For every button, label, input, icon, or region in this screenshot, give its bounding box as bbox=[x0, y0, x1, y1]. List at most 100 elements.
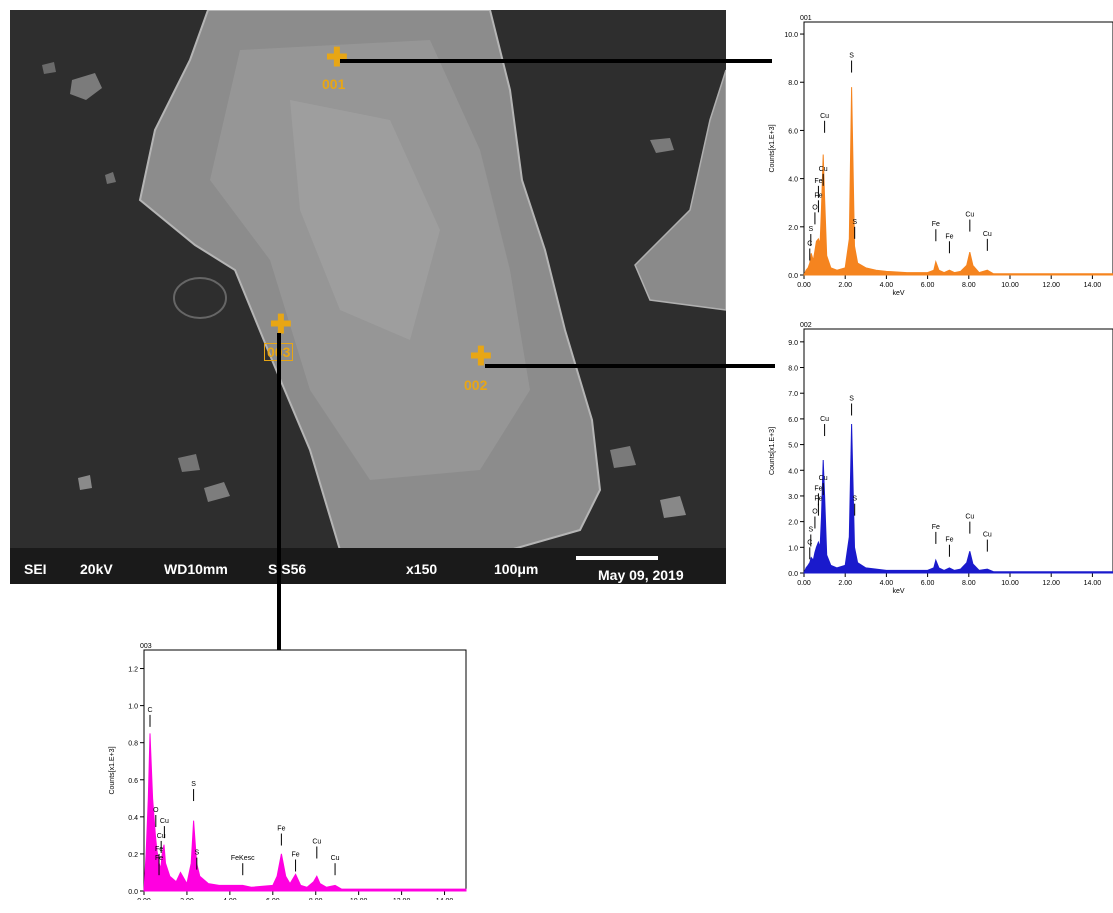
peak-label: Fe bbox=[277, 826, 285, 833]
y-tick-label: 3.0 bbox=[788, 494, 798, 501]
connector-002 bbox=[485, 364, 775, 368]
y-tick-label: 0.2 bbox=[128, 852, 138, 859]
y-tick-label: 0.8 bbox=[128, 741, 138, 748]
peak-label: Fe bbox=[945, 537, 953, 544]
y-tick-label: 1.0 bbox=[128, 704, 138, 711]
y-tick-label: 9.0 bbox=[788, 340, 798, 347]
peak-label: O bbox=[812, 204, 818, 211]
debris bbox=[650, 138, 674, 153]
spectrum-001: 001 0.0 2.0 4.0 6.0 8.0 10.0 0.00 2.00 4.00 6.00 8.… bbox=[758, 10, 1113, 300]
peak-label: Fe bbox=[945, 233, 953, 240]
x-tick-label: 0.00 bbox=[137, 898, 151, 900]
plot-frame bbox=[143, 649, 467, 892]
y-tick-label: 8.0 bbox=[788, 366, 798, 373]
x-tick-label: 6.00 bbox=[921, 580, 935, 587]
peak-label: Cu bbox=[965, 212, 974, 219]
crosshair-icon: ✚ bbox=[470, 341, 492, 371]
spectrum-title: 003 bbox=[140, 643, 152, 650]
x-tick-label: 4.00 bbox=[880, 580, 894, 587]
x-axis-label: keV bbox=[892, 290, 904, 297]
peak-label: S bbox=[194, 850, 199, 857]
peak-label: Fe bbox=[932, 221, 940, 228]
y-tick-label: 4.0 bbox=[788, 468, 798, 475]
spectrum-title: 002 bbox=[800, 322, 812, 329]
x-tick-label: 6.00 bbox=[921, 282, 935, 289]
x-axis-label: keV bbox=[892, 588, 904, 595]
peak-label: C bbox=[807, 240, 812, 247]
sem-image bbox=[10, 10, 726, 550]
x-tick-label: 12.00 bbox=[1042, 282, 1060, 289]
peak-label: Fe bbox=[155, 846, 163, 853]
x-tick-label: 14.00 bbox=[1084, 580, 1102, 587]
spectrum-title: 001 bbox=[800, 15, 812, 22]
peak-label: Cu bbox=[819, 166, 828, 173]
y-tick-label: 1.2 bbox=[128, 667, 138, 674]
y-tick-label: 8.0 bbox=[788, 80, 798, 87]
peak-label: C bbox=[807, 539, 812, 546]
sem-magnification: x150 bbox=[406, 561, 438, 577]
x-tick-label: 14.00 bbox=[436, 898, 454, 900]
crosshair-icon: ✚ bbox=[270, 309, 292, 339]
y-tick-label: 0.6 bbox=[128, 778, 138, 785]
x-tick-label: 8.00 bbox=[309, 898, 323, 900]
spectrum-003: 003 0.0 0.2 0.4 0.6 0.8 1.0 1.2 0.00 2.00 4.00 6.00… bbox=[102, 640, 468, 900]
spectrum-series bbox=[143, 733, 467, 892]
x-tick-label: 10.00 bbox=[350, 898, 368, 900]
x-tick-label: 6.00 bbox=[266, 898, 280, 900]
peak-label: Cu bbox=[312, 839, 321, 846]
y-axis-label: Counts[x1.E+3] bbox=[769, 427, 776, 475]
peak-label: S bbox=[808, 226, 813, 233]
peak-label: Cu bbox=[983, 532, 992, 539]
spectrum-series bbox=[803, 87, 1113, 276]
x-tick-label: 4.00 bbox=[223, 898, 237, 900]
crosshair-icon: ✚ bbox=[326, 42, 348, 72]
peak-label: FeKesc bbox=[231, 855, 255, 862]
sem-scale-label: 100μm bbox=[494, 561, 539, 577]
x-tick-label: 4.00 bbox=[880, 282, 894, 289]
x-tick-label: 10.00 bbox=[1001, 282, 1019, 289]
marker-label: 001 bbox=[322, 76, 346, 92]
sem-date: May 09, 2019 bbox=[598, 567, 684, 583]
peak-label: Fe bbox=[291, 851, 299, 858]
x-tick-label: 0.00 bbox=[797, 282, 811, 289]
x-tick-label: 10.00 bbox=[1001, 580, 1019, 587]
sem-working-distance: WD10mm bbox=[164, 561, 228, 577]
peak-label: Fe bbox=[814, 178, 822, 185]
x-tick-label: 14.00 bbox=[1084, 282, 1102, 289]
peak-label: S bbox=[852, 496, 857, 503]
y-tick-label: 5.0 bbox=[788, 443, 798, 450]
debris bbox=[660, 496, 686, 518]
peak-label: Fe bbox=[814, 485, 822, 492]
debris bbox=[610, 446, 636, 468]
connector-003 bbox=[277, 333, 281, 650]
spectrum-svg: 002 0.0 1.0 2.0 3.0 4.0 5.0 6.0 7.0 8.0 9.0 0.00 2.0… bbox=[769, 322, 1113, 595]
y-tick-label: 2.0 bbox=[788, 520, 798, 527]
plot-frame bbox=[803, 21, 1113, 276]
y-tick-label: 7.0 bbox=[788, 391, 798, 398]
debris bbox=[78, 475, 92, 490]
debris bbox=[70, 73, 102, 100]
peak-label: Cu bbox=[160, 818, 169, 825]
y-tick-label: 0.0 bbox=[788, 571, 798, 578]
peak-label: O bbox=[153, 807, 159, 814]
y-tick-label: 0.0 bbox=[128, 889, 138, 896]
y-tick-label: 2.0 bbox=[788, 225, 798, 232]
particle-texture bbox=[290, 100, 440, 340]
x-tick-label: 8.00 bbox=[962, 580, 976, 587]
y-axis-label: Counts[x1.E+3] bbox=[109, 746, 116, 794]
y-axis-label: Counts[x1.E+3] bbox=[769, 124, 776, 172]
x-tick-label: 12.00 bbox=[393, 898, 411, 900]
y-tick-label: 6.0 bbox=[788, 128, 798, 135]
peak-label: S bbox=[191, 781, 196, 788]
peak-label: S bbox=[849, 53, 854, 60]
debris bbox=[105, 172, 116, 184]
debris bbox=[178, 454, 200, 472]
peak-label: Fe bbox=[932, 524, 940, 531]
peak-label: C bbox=[147, 707, 152, 714]
peak-label: Cu bbox=[820, 113, 829, 120]
x-tick-label: 12.00 bbox=[1042, 580, 1060, 587]
peak-label: Fe bbox=[155, 855, 163, 862]
y-tick-label: 6.0 bbox=[788, 417, 798, 424]
connector-001 bbox=[340, 59, 772, 63]
peak-label: O bbox=[812, 508, 818, 515]
